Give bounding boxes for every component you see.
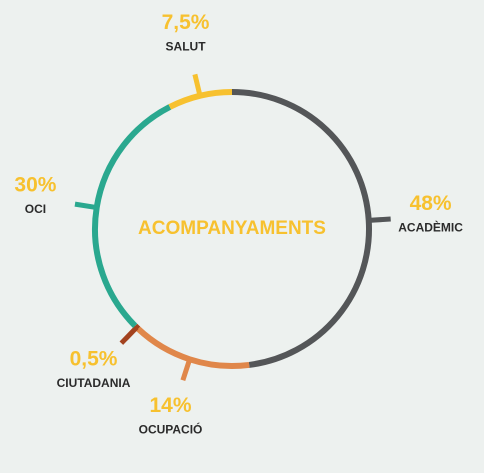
category-label: OCUPACIÓ (139, 421, 203, 436)
label-tick (119, 325, 139, 345)
ring-segment (231, 89, 372, 368)
value-label: 30% (14, 173, 56, 196)
category-label: CIUTADANIA (57, 376, 131, 390)
ring-segment (136, 326, 250, 369)
label-tick (180, 358, 193, 381)
ring-segment (92, 104, 172, 328)
value-label: 48% (410, 192, 452, 215)
label-tick (192, 73, 203, 97)
center-label: ACOMPANYAMENTS (138, 218, 326, 239)
value-label: 14% (149, 394, 191, 417)
label-tick (74, 201, 98, 211)
category-label: ACADÈMIC (398, 220, 463, 235)
value-label: 7,5% (162, 11, 210, 34)
label-tick (368, 216, 391, 223)
category-label: SALUT (166, 40, 207, 54)
category-label: OCI (25, 202, 46, 216)
ring-segment (168, 89, 233, 110)
value-label: 0,5% (70, 347, 118, 370)
